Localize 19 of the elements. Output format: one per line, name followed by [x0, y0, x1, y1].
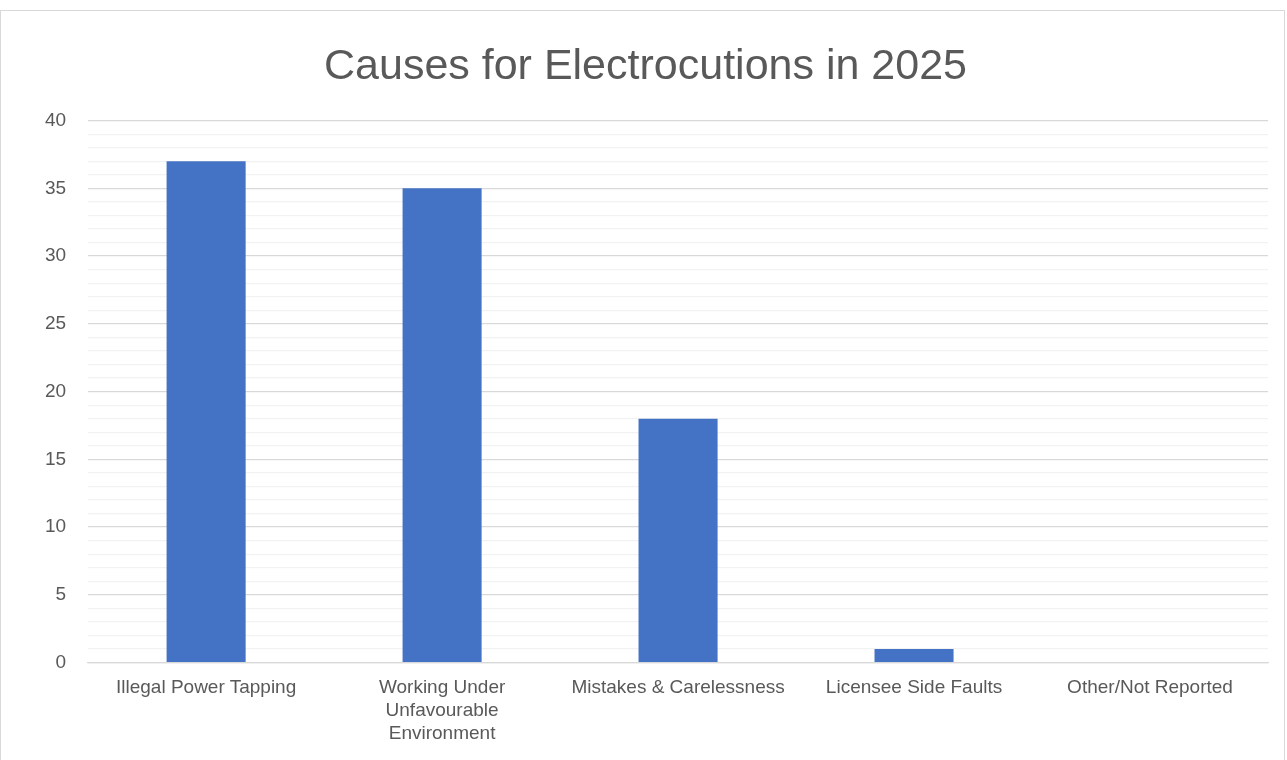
- y-tick-label: 5: [55, 583, 67, 605]
- y-tick-label: 0: [55, 650, 67, 672]
- x-tick-label: Illegal Power Tapping: [115, 676, 297, 698]
- y-tick-label: 35: [44, 176, 67, 198]
- chart-title: Causes for Electrocutions in 2025: [324, 39, 967, 88]
- x-tick-label: Other/Not Reported: [1067, 676, 1233, 698]
- x-tick-label: Mistakes & Carelessness: [571, 676, 785, 698]
- y-tick-label: 15: [44, 447, 67, 469]
- x-tick-label: Licensee Side Faults: [825, 676, 1003, 698]
- bar: [638, 418, 718, 662]
- bar: [166, 161, 246, 662]
- y-tick-label: 40: [44, 108, 67, 130]
- y-tick-label: 10: [44, 515, 67, 537]
- y-tick-label: 25: [44, 312, 67, 334]
- bar: [874, 649, 954, 662]
- y-tick-label: 20: [44, 379, 67, 401]
- bar: [402, 188, 482, 662]
- x-tick-label: Working Under Unfavourable Environment: [378, 676, 506, 743]
- y-tick-label: 30: [44, 244, 67, 266]
